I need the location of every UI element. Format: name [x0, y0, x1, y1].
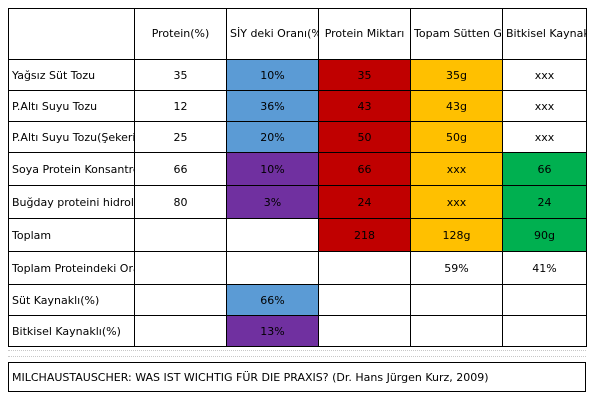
empty-cell — [502, 284, 587, 316]
sut-cell: 35g — [410, 59, 503, 91]
header-bitkisel: Bitkisel Kaynaklı Protein — [502, 8, 587, 60]
empty-cell — [226, 218, 319, 252]
siy-cell: 10% — [226, 152, 319, 186]
header-sutten-gelen: Topam Sütten Gelen(g/kg) — [410, 8, 503, 60]
bitkisel-kaynakli-label: Bitkisel Kaynaklı(%) — [8, 315, 135, 347]
protein-cell: 35 — [134, 59, 227, 91]
empty-cell — [410, 315, 503, 347]
source-citation: MILCHAUSTAUSCHER: WAS IST WICHTIG FÜR DI… — [8, 362, 586, 392]
toplam-oran-bitkisel-cell: 41% — [502, 251, 587, 285]
row-label: Buğday proteini hidrolizatı — [8, 185, 135, 219]
sut-kaynakli-label: Süt Kaynaklı(%) — [8, 284, 135, 316]
row-label: P.Altı Suyu Tozu(Şekeri Alınmış) — [8, 121, 135, 153]
toplam-oran-sut-cell: 59% — [410, 251, 503, 285]
empty-cell — [226, 251, 319, 285]
row-label: P.Altı Suyu Tozu — [8, 90, 135, 122]
siy-cell: 10% — [226, 59, 319, 91]
empty-cell — [134, 315, 227, 347]
bitkisel-kaynakli-value: 13% — [226, 315, 319, 347]
table-row: P.Altı Suyu Tozu(Şekeri Alınmış) 25 20% … — [8, 121, 587, 153]
header-row: Protein(%) SİY deki Oranı(%) Protein Mik… — [8, 8, 587, 60]
siy-cell: 36% — [226, 90, 319, 122]
header-empty — [8, 8, 135, 60]
empty-cell — [410, 284, 503, 316]
sut-cell: 50g — [410, 121, 503, 153]
protein-cell: 66 — [134, 152, 227, 186]
sut-kaynakli-value: 66% — [226, 284, 319, 316]
row-label: Soya Protein Konsantresi — [8, 152, 135, 186]
header-siy-orani: SİY deki Oranı(%) — [226, 8, 319, 60]
sut-cell: 43g — [410, 90, 503, 122]
miktar-cell: 35 — [318, 59, 411, 91]
gridline — [8, 356, 586, 357]
toplam-sut-cell: 128g — [410, 218, 503, 252]
gridline — [8, 350, 586, 351]
header-protein-miktari: Protein Miktarı — [318, 8, 411, 60]
empty-cell — [318, 315, 411, 347]
miktar-cell: 50 — [318, 121, 411, 153]
miktar-cell: 24 — [318, 185, 411, 219]
toplam-oran-label: Toplam Proteindeki Oranı(%) — [8, 251, 135, 285]
empty-cell — [134, 284, 227, 316]
protein-table: Protein(%) SİY deki Oranı(%) Protein Mik… — [8, 8, 587, 347]
sut-cell: xxx — [410, 152, 503, 186]
toplam-label: Toplam — [8, 218, 135, 252]
protein-cell: 80 — [134, 185, 227, 219]
bitkisel-cell: 24 — [502, 185, 587, 219]
sut-kaynakli-row: Süt Kaynaklı(%) 66% — [8, 284, 587, 316]
bitkisel-cell: xxx — [502, 59, 587, 91]
protein-cell: 25 — [134, 121, 227, 153]
toplam-oran-row: Toplam Proteindeki Oranı(%) 59% 41% — [8, 251, 587, 285]
row-label: Yağsız Süt Tozu — [8, 59, 135, 91]
bitkisel-cell: 66 — [502, 152, 587, 186]
empty-cell — [134, 251, 227, 285]
miktar-cell: 43 — [318, 90, 411, 122]
table-row: Buğday proteini hidrolizatı 80 3% 24 xxx… — [8, 185, 587, 219]
protein-cell: 12 — [134, 90, 227, 122]
table-row: P.Altı Suyu Tozu 12 36% 43 43g xxx — [8, 90, 587, 122]
table-row: Yağsız Süt Tozu 35 10% 35 35g xxx — [8, 59, 587, 91]
empty-cell — [318, 251, 411, 285]
toplam-row: Toplam 218 128g 90g — [8, 218, 587, 252]
empty-cell — [318, 284, 411, 316]
bitkisel-kaynakli-row: Bitkisel Kaynaklı(%) 13% — [8, 315, 587, 347]
toplam-bitkisel-cell: 90g — [502, 218, 587, 252]
empty-cell — [134, 218, 227, 252]
header-protein: Protein(%) — [134, 8, 227, 60]
sut-cell: xxx — [410, 185, 503, 219]
siy-cell: 3% — [226, 185, 319, 219]
toplam-miktar-cell: 218 — [318, 218, 411, 252]
empty-cell — [502, 315, 587, 347]
table-row: Soya Protein Konsantresi 66 10% 66 xxx 6… — [8, 152, 587, 186]
miktar-cell: 66 — [318, 152, 411, 186]
bitkisel-cell: xxx — [502, 121, 587, 153]
bitkisel-cell: xxx — [502, 90, 587, 122]
siy-cell: 20% — [226, 121, 319, 153]
